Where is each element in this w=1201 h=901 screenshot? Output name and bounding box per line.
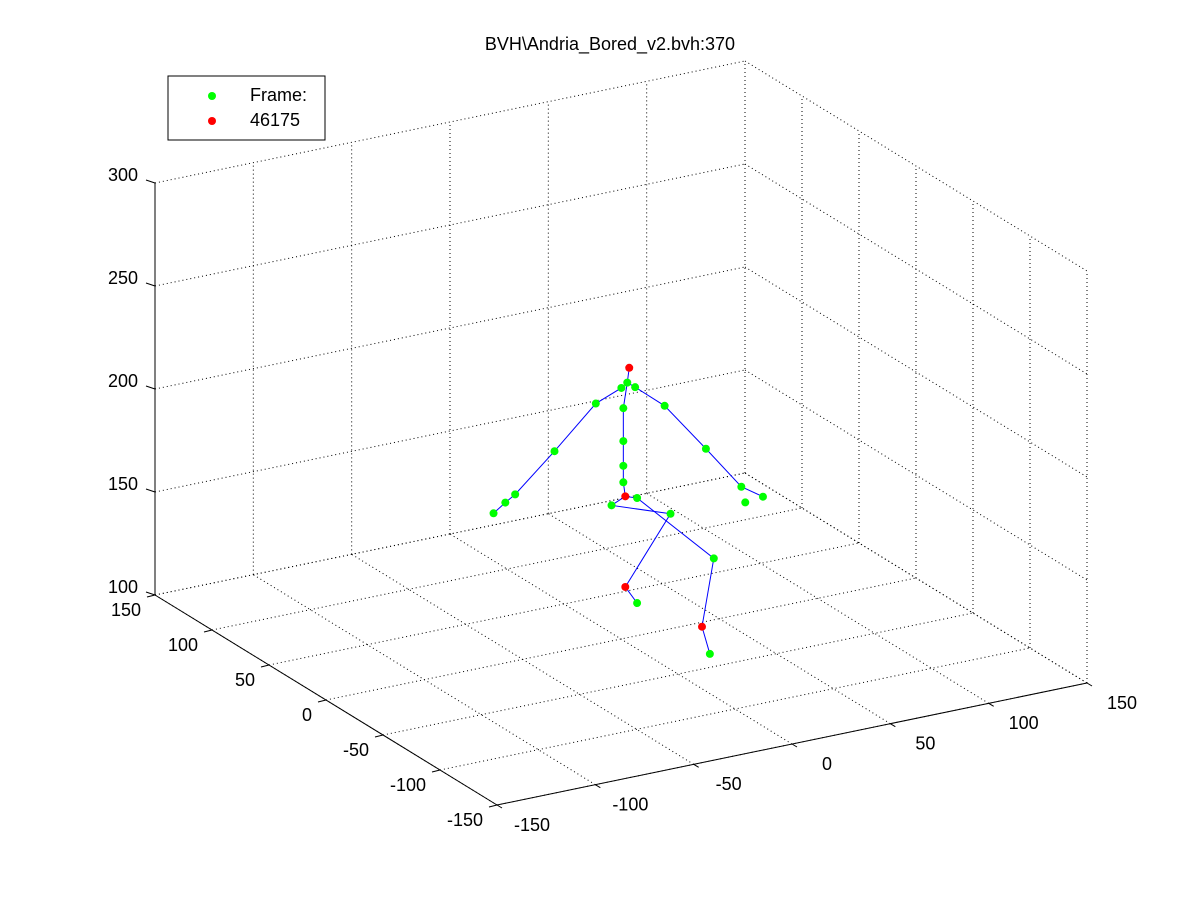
x-tick-label: -150 [514,815,550,835]
bone-line [627,382,764,498]
joint-point [709,554,718,563]
tick-mark [791,743,798,748]
x-axis [496,682,1088,806]
joint-point [511,490,520,499]
joint-point [591,399,600,408]
joint-point [619,478,628,487]
grid-line [382,612,974,736]
grid-line [325,577,917,701]
grid-line [154,163,746,287]
tick-mark [260,664,270,668]
z-tick-label: 250 [108,268,138,288]
joint-point [698,622,706,631]
tick-mark [488,804,498,808]
tick-mark [146,594,156,598]
y-tick-label: 0 [302,705,312,725]
joint-point [625,363,634,372]
grid-line [744,472,1088,684]
grid-line [744,369,1088,581]
joint-point [619,461,628,470]
z-tick-label: 150 [108,474,138,494]
joint-point [501,498,510,507]
grid-line [154,266,746,390]
joint-point [607,501,616,510]
legend-label: 46175 [250,110,300,130]
joint-point [619,437,628,446]
legend-marker [208,92,216,100]
tick-mark [988,702,994,707]
legend-marker [208,117,216,125]
x-tick-label: 0 [822,754,832,774]
joint-point [666,509,675,518]
z-tick-label: 200 [108,371,138,391]
tick-mark [317,699,327,703]
tick-mark [693,763,699,768]
y-tick-label: -50 [343,740,369,760]
tick-mark [145,179,156,184]
joint-point [631,383,640,392]
joint-point [617,383,626,392]
tick-mark [1086,682,1093,687]
grid-line [211,507,803,631]
tick-mark [496,804,503,809]
joint-point [701,444,710,453]
joint-point [619,404,628,413]
y-axis [154,594,498,806]
z-tick-label: 100 [108,577,138,597]
y-tick-label: 150 [111,600,141,620]
x-tick-label: -100 [612,794,648,814]
tick-mark [145,488,156,493]
joint-point [623,378,632,387]
joint-point [737,482,746,491]
x-tick-label: 50 [915,733,935,753]
joint-point [621,582,630,591]
joint-point [705,649,714,658]
tick-mark [890,723,896,728]
tick-mark [431,769,441,773]
legend-box [167,75,326,141]
joint-point [741,498,750,507]
tick-mark [145,591,156,596]
x-tick-label: 150 [1107,693,1137,713]
legend-label: Frame: [250,85,307,105]
tick-mark [374,734,384,738]
joint-point [489,509,498,518]
tick-mark [595,784,601,789]
joint-point [633,494,642,502]
tick-mark [145,385,156,390]
joint-point [660,401,669,410]
joint-point [633,599,642,608]
x-tick-label: 100 [1009,713,1039,733]
x-tick-label: -50 [716,774,742,794]
z-tick-label: 300 [108,165,138,185]
joint-point [621,492,630,501]
grid-line [439,647,1031,771]
grid-line [268,542,860,666]
joint-point [550,447,559,456]
grid-line [548,513,891,725]
grid-line [744,60,1088,272]
grid-line [449,533,793,745]
grid-line [744,163,1088,375]
grid-line [154,369,746,493]
grid-line [154,60,746,184]
y-tick-label: 50 [235,670,255,690]
grid-line [744,266,1088,478]
y-tick-label: -100 [390,775,426,795]
grid-line [646,492,989,704]
bone-line [610,495,672,604]
grid-line [154,472,746,596]
chart-title: BVH\Andria_Bored_v2.bvh:370 [485,34,735,55]
y-tick-label: -150 [447,810,483,830]
y-tick-label: 100 [168,635,198,655]
joint-point [758,492,767,501]
tick-mark [145,282,156,287]
tick-mark [203,629,213,633]
